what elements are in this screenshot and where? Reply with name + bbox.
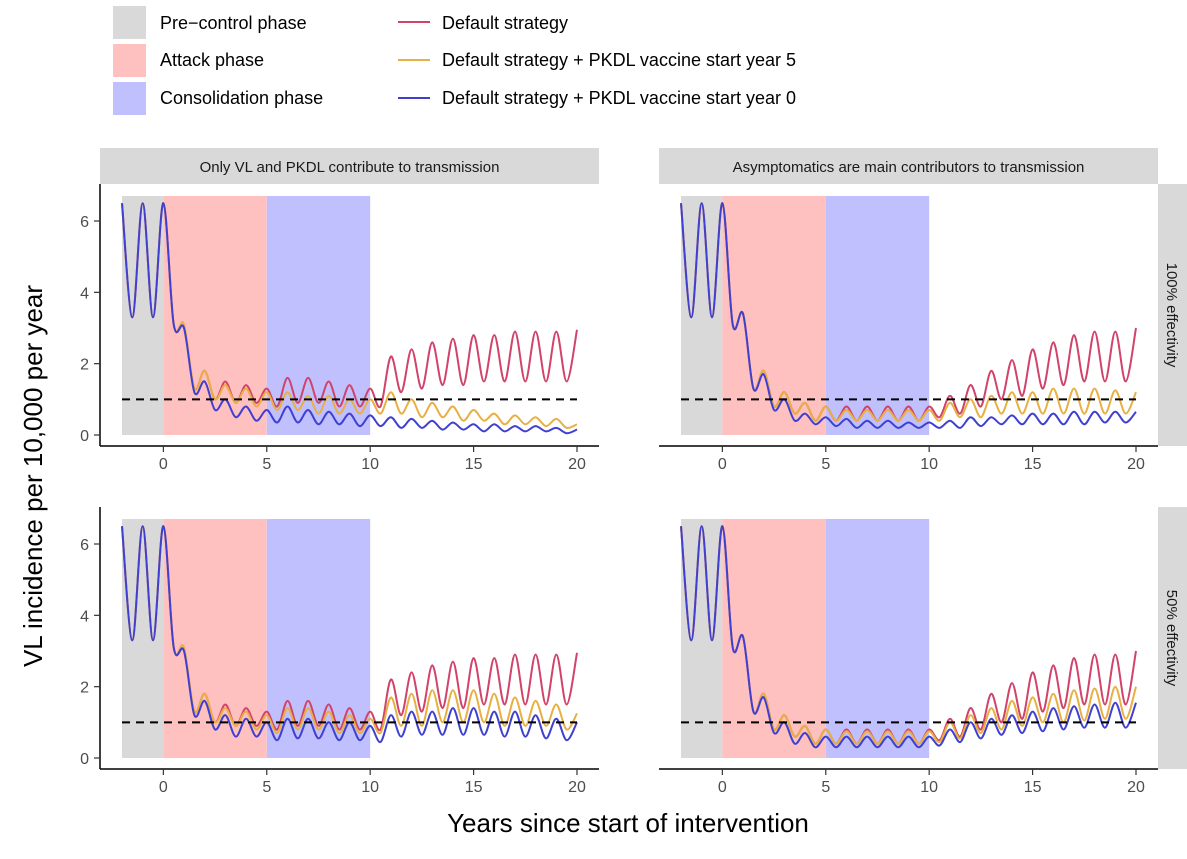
panel-bottom-left: 0 5 10 15 20 0 2 4 6 xyxy=(80,507,599,796)
y-tick-label-3: 6 xyxy=(80,214,89,231)
y-tick-label-1: 2 xyxy=(80,680,89,697)
series-line-1 xyxy=(121,525,578,735)
facet-column-strips: Only VL and PKDL contribute to transmiss… xyxy=(100,148,1158,184)
legend-label-vaccine-year0: Default strategy + PKDL vaccine start ye… xyxy=(442,88,796,108)
column-strip-right-label: Asymptomatics are main contributors to t… xyxy=(733,159,1085,176)
y-axis-title: VL incidence per 10,000 per year xyxy=(18,285,48,667)
panel-bottom-right: 0 5 10 15 20 xyxy=(659,519,1158,796)
phase-band-2 xyxy=(825,519,930,758)
phase-band-0 xyxy=(681,519,723,758)
phase-band-0 xyxy=(681,196,723,435)
row-strip-top-label: 100% effectivity xyxy=(1163,263,1180,368)
series-line-1 xyxy=(121,202,578,430)
x-tick-label-1: 5 xyxy=(262,456,271,473)
y-tick-label-2: 4 xyxy=(80,608,89,625)
x-tick-label-2: 10 xyxy=(361,779,379,796)
legend: Pre−control phase Attack phase Consolida… xyxy=(113,6,796,115)
x-tick-label-1: 5 xyxy=(821,779,830,796)
y-tick-label-0: 0 xyxy=(80,751,89,768)
legend-label-attack: Attack phase xyxy=(160,50,264,70)
x-tick-label-2: 10 xyxy=(920,456,938,473)
x-tick-label-0: 0 xyxy=(718,779,727,796)
x-tick-label-3: 15 xyxy=(1024,456,1042,473)
x-tick-label-4: 20 xyxy=(568,456,586,473)
x-tick-label-2: 10 xyxy=(920,779,938,796)
legend-swatch-attack xyxy=(113,44,146,77)
legend-label-pre-control: Pre−control phase xyxy=(160,13,307,33)
legend-phases: Pre−control phase Attack phase Consolida… xyxy=(113,6,323,115)
x-tick-label-2: 10 xyxy=(361,456,379,473)
legend-swatch-pre-control xyxy=(113,6,146,39)
phase-band-2 xyxy=(825,196,930,435)
legend-swatch-consolidation xyxy=(113,82,146,115)
series-line-2 xyxy=(680,525,1137,749)
x-tick-label-4: 20 xyxy=(568,779,586,796)
panel-top-left: 0 5 10 15 20 0 2 4 6 xyxy=(80,184,599,473)
x-tick-label-0: 0 xyxy=(718,456,727,473)
series-line-2 xyxy=(121,202,578,435)
legend-strategies: Default strategy Default strategy + PKDL… xyxy=(398,13,796,108)
column-strip-right xyxy=(659,148,1158,184)
series-line-2 xyxy=(121,525,578,743)
x-tick-label-4: 20 xyxy=(1127,456,1145,473)
x-axis-title: Years since start of intervention xyxy=(447,808,809,838)
row-strip-bottom xyxy=(1158,507,1187,769)
x-tick-label-1: 5 xyxy=(821,456,830,473)
panel-top-right: 0 5 10 15 20 xyxy=(659,196,1158,473)
x-tick-label-3: 15 xyxy=(465,456,483,473)
facet-row-strips: 100% effectivity 50% effectivity xyxy=(1158,184,1187,769)
column-strip-left xyxy=(100,148,599,184)
x-tick-label-0: 0 xyxy=(159,456,168,473)
y-tick-label-1: 2 xyxy=(80,357,89,374)
x-tick-label-0: 0 xyxy=(159,779,168,796)
y-tick-label-2: 4 xyxy=(80,285,89,302)
x-tick-label-3: 15 xyxy=(465,779,483,796)
column-strip-left-label: Only VL and PKDL contribute to transmiss… xyxy=(200,159,500,176)
x-tick-label-1: 5 xyxy=(262,779,271,796)
phase-band-0 xyxy=(122,519,164,758)
row-strip-top xyxy=(1158,184,1187,446)
series-line-2 xyxy=(680,202,1137,429)
legend-label-consolidation: Consolidation phase xyxy=(160,88,323,108)
x-tick-label-3: 15 xyxy=(1024,779,1042,796)
row-strip-bottom-label: 50% effectivity xyxy=(1163,590,1180,687)
x-tick-label-4: 20 xyxy=(1127,779,1145,796)
legend-label-vaccine-year5: Default strategy + PKDL vaccine start ye… xyxy=(442,50,796,70)
y-tick-label-3: 6 xyxy=(80,537,89,554)
legend-label-default: Default strategy xyxy=(442,13,568,33)
phase-band-0 xyxy=(122,196,164,435)
y-tick-label-0: 0 xyxy=(80,428,89,445)
